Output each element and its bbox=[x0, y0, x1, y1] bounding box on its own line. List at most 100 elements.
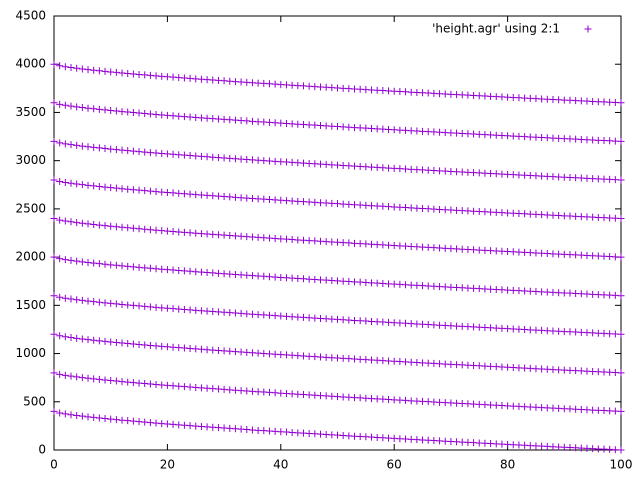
point bbox=[90, 105, 98, 113]
point bbox=[101, 337, 109, 345]
point bbox=[73, 296, 81, 304]
point bbox=[67, 179, 75, 187]
point bbox=[67, 102, 75, 110]
point bbox=[90, 182, 98, 190]
point bbox=[95, 414, 103, 422]
point bbox=[61, 410, 69, 418]
point bbox=[84, 413, 92, 421]
point bbox=[50, 137, 58, 145]
point bbox=[73, 373, 81, 381]
point bbox=[101, 106, 109, 114]
y-tick-label: 500 bbox=[23, 394, 46, 408]
point bbox=[112, 184, 120, 192]
point bbox=[84, 374, 92, 382]
point bbox=[101, 260, 109, 268]
point bbox=[90, 336, 98, 344]
point bbox=[73, 141, 81, 149]
point bbox=[56, 255, 64, 263]
point bbox=[101, 67, 109, 75]
point bbox=[95, 298, 103, 306]
point bbox=[617, 215, 625, 223]
point bbox=[112, 68, 120, 76]
point bbox=[61, 178, 69, 186]
point bbox=[101, 415, 109, 423]
point bbox=[50, 330, 58, 338]
point bbox=[56, 409, 64, 417]
point bbox=[67, 372, 75, 380]
point bbox=[84, 220, 92, 228]
point bbox=[73, 334, 81, 342]
y-tick-label: 0 bbox=[38, 443, 46, 457]
point bbox=[112, 300, 120, 308]
point bbox=[617, 176, 625, 184]
point bbox=[67, 256, 75, 264]
point bbox=[95, 67, 103, 75]
point bbox=[56, 62, 64, 70]
x-tick-label: 20 bbox=[160, 458, 175, 472]
point bbox=[617, 330, 625, 338]
point bbox=[112, 261, 120, 269]
point bbox=[112, 416, 120, 424]
point bbox=[61, 294, 69, 302]
point bbox=[112, 223, 120, 231]
point bbox=[84, 297, 92, 305]
point bbox=[95, 144, 103, 152]
point bbox=[50, 60, 58, 68]
point bbox=[84, 104, 92, 112]
point bbox=[90, 66, 98, 74]
point bbox=[73, 257, 81, 265]
point bbox=[101, 222, 109, 230]
point bbox=[73, 411, 81, 419]
point bbox=[84, 336, 92, 344]
point bbox=[61, 140, 69, 148]
point bbox=[112, 107, 120, 115]
point bbox=[112, 338, 120, 346]
point bbox=[95, 183, 103, 191]
point bbox=[50, 253, 58, 261]
point bbox=[56, 139, 64, 147]
point bbox=[56, 100, 64, 108]
x-tick-label: 60 bbox=[387, 458, 402, 472]
legend-marker bbox=[584, 25, 592, 33]
point bbox=[84, 259, 92, 267]
point bbox=[617, 407, 625, 415]
y-tick-label: 4000 bbox=[15, 57, 46, 71]
y-tick-label: 4500 bbox=[15, 9, 46, 23]
y-tick-label: 2000 bbox=[15, 250, 46, 264]
point bbox=[73, 219, 81, 227]
point bbox=[67, 218, 75, 226]
point bbox=[101, 376, 109, 384]
point bbox=[67, 334, 75, 342]
point bbox=[67, 64, 75, 72]
point bbox=[112, 146, 120, 154]
x-tick-label: 100 bbox=[610, 458, 633, 472]
point bbox=[84, 181, 92, 189]
point bbox=[95, 260, 103, 268]
point bbox=[50, 176, 58, 184]
point bbox=[617, 369, 625, 377]
point bbox=[90, 143, 98, 151]
point bbox=[50, 215, 58, 223]
point bbox=[617, 137, 625, 145]
point bbox=[50, 369, 58, 377]
point bbox=[78, 219, 86, 227]
point bbox=[61, 217, 69, 225]
x-tick-label: 40 bbox=[273, 458, 288, 472]
point bbox=[50, 407, 58, 415]
point bbox=[90, 221, 98, 229]
point bbox=[78, 258, 86, 266]
point bbox=[101, 183, 109, 191]
point bbox=[617, 99, 625, 107]
point bbox=[617, 253, 625, 261]
point bbox=[56, 370, 64, 378]
point bbox=[84, 143, 92, 151]
point bbox=[78, 412, 86, 420]
point bbox=[78, 104, 86, 112]
y-tick-label: 1500 bbox=[15, 298, 46, 312]
point bbox=[50, 99, 58, 107]
point bbox=[56, 177, 64, 185]
point bbox=[78, 181, 86, 189]
point bbox=[78, 374, 86, 382]
plot-border bbox=[53, 15, 622, 451]
